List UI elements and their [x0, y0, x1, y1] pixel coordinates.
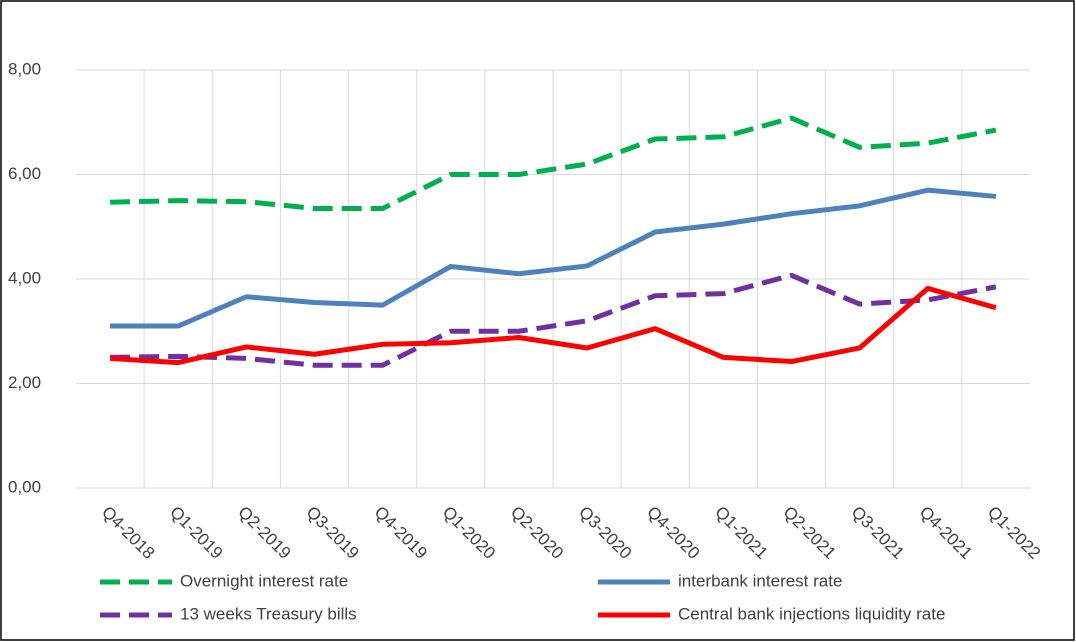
legend-label: Central bank injections liquidity rate — [678, 604, 945, 623]
series-line — [110, 187, 997, 329]
legend-label: 13 weeks Treasury bills — [180, 604, 357, 623]
series-line — [110, 115, 997, 211]
y-tick-label: 0,00 — [8, 477, 41, 496]
legend-label: interbank interest rate — [678, 571, 842, 590]
y-tick-label: 8,00 — [8, 59, 41, 78]
y-tick-label: 2,00 — [8, 373, 41, 392]
series-line — [110, 272, 997, 368]
y-tick-label: 6,00 — [8, 164, 41, 183]
y-tick-label: 4,00 — [8, 268, 41, 287]
series-line — [109, 285, 997, 366]
legend-label: Overnight interest rate — [180, 571, 348, 590]
